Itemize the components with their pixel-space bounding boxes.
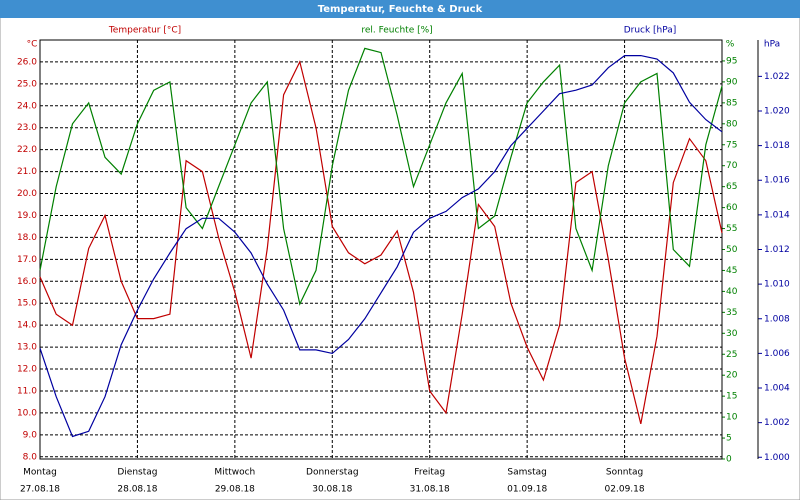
series-line	[39, 60, 723, 425]
y3-tick-label: 1.020	[764, 106, 790, 116]
y3-tick-label: 1.004	[764, 384, 790, 394]
y2-tick-label: 65	[726, 182, 737, 192]
y-tick-label: 12.0	[17, 365, 37, 375]
y3-unit: hPa	[764, 40, 780, 50]
y-tick-label: 16.0	[17, 277, 37, 287]
y2-tick-label: 15	[726, 392, 737, 402]
x-tick-label: Donnerstag	[306, 468, 359, 478]
y-tick-label: 21.0	[17, 167, 37, 177]
x-tick-label: Mittwoch	[214, 468, 255, 478]
y3-tick-label: 1.008	[764, 314, 790, 324]
x-tick-date: 29.08.18	[215, 485, 255, 495]
legend-label: rel. Feuchte [%]	[361, 26, 432, 36]
x-tick-label: Freitag	[414, 468, 445, 478]
y2-tick-label: 50	[726, 245, 738, 255]
y-unit: °C	[27, 40, 38, 50]
y-tick-label: 20.0	[17, 189, 37, 199]
y-tick-label: 11.0	[17, 386, 37, 396]
y2-tick-label: 90	[726, 77, 738, 87]
y2-tick-label: 80	[726, 119, 738, 129]
y2-tick-label: 75	[726, 140, 737, 150]
legend-label: Druck [hPa]	[624, 26, 677, 36]
y-tick-label: 26.0	[17, 57, 37, 67]
y2-tick-label: 30	[726, 329, 738, 339]
y3-tick-label: 1.016	[764, 176, 790, 186]
title-bar	[0, 0, 800, 18]
y3-tick-label: 1.014	[764, 210, 790, 220]
x-tick-date: 30.08.18	[312, 485, 352, 495]
y3-tick-label: 1.022	[764, 72, 790, 82]
y2-tick-label: 35	[726, 308, 737, 318]
y-tick-label: 17.0	[17, 255, 37, 265]
y2-tick-label: 0	[726, 455, 732, 465]
y3-tick-label: 1.000	[764, 453, 790, 463]
y-tick-label: 9.0	[23, 430, 38, 440]
y-tick-label: 13.0	[17, 343, 37, 353]
plot-border	[39, 39, 723, 460]
y2-tick-label: 20	[726, 371, 738, 381]
y-tick-label: 19.0	[17, 211, 37, 221]
y3-tick-label: 1.012	[764, 245, 790, 255]
x-tick-date: 27.08.18	[20, 485, 60, 495]
y2-unit: %	[726, 40, 735, 50]
x-tick-date: 01.09.18	[507, 485, 547, 495]
legend-label: Temperatur [°C]	[108, 26, 181, 36]
y2-tick-label: 5	[726, 434, 732, 444]
y3-tick-label: 1.006	[764, 349, 790, 359]
y2-tick-label: 55	[726, 224, 737, 234]
y-tick-label: 22.0	[17, 145, 37, 155]
series-line	[39, 55, 723, 438]
y-tick-label: 25.0	[17, 79, 37, 89]
y-tick-label: 24.0	[17, 101, 37, 111]
y-tick-label: 10.0	[17, 408, 37, 418]
x-tick-label: Sonntag	[606, 468, 643, 478]
y2-tick-label: 40	[726, 287, 738, 297]
y-tick-label: 18.0	[17, 233, 37, 243]
y2-tick-label: 10	[726, 413, 738, 423]
y2-tick-label: 60	[726, 203, 738, 213]
y3-tick-label: 1.010	[764, 280, 790, 290]
y-tick-label: 15.0	[17, 299, 37, 309]
y2-tick-label: 85	[726, 98, 737, 108]
x-tick-date: 31.08.18	[410, 485, 450, 495]
x-tick-date: 02.09.18	[605, 485, 645, 495]
y3-tick-label: 1.002	[764, 418, 790, 428]
y-tick-label: 8.0	[23, 452, 38, 462]
y2-tick-label: 25	[726, 350, 737, 360]
y2-tick-label: 70	[726, 161, 738, 171]
y-tick-label: 23.0	[17, 123, 37, 133]
x-tick-label: Samstag	[507, 468, 546, 478]
y3-tick-label: 1.018	[764, 141, 790, 151]
y-tick-label: 14.0	[17, 321, 37, 331]
chart-title: Temperatur, Feuchte & Druck	[318, 4, 483, 15]
x-tick-date: 28.08.18	[117, 485, 157, 495]
x-tick-label: Dienstag	[117, 468, 157, 478]
series-line	[39, 47, 723, 306]
x-tick-label: Montag	[23, 468, 57, 478]
y2-tick-label: 45	[726, 266, 737, 276]
y2-tick-label: 95	[726, 56, 737, 66]
